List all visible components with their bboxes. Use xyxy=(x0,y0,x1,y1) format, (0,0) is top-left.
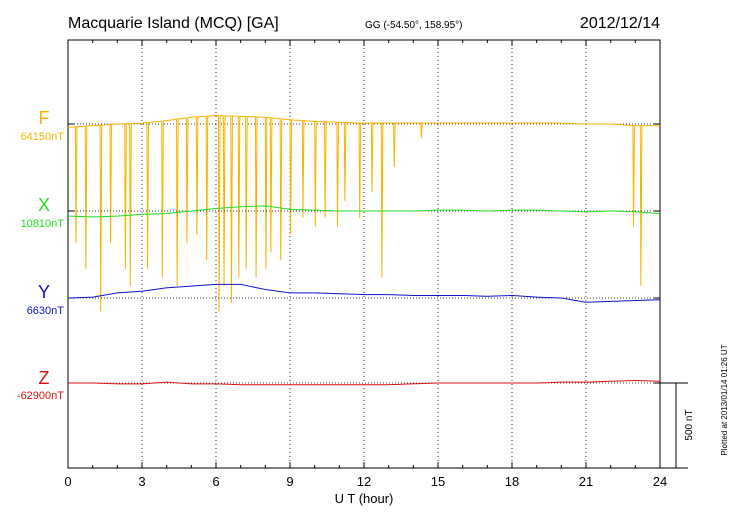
series-name-x: X xyxy=(38,195,50,215)
series-line-f xyxy=(67,115,660,312)
x-tick-label: 9 xyxy=(286,474,293,489)
series-line-x xyxy=(67,205,661,218)
x-tick-label: 24 xyxy=(653,474,667,489)
x-tick-label: 12 xyxy=(357,474,371,489)
series-baseline-f: 64150nT xyxy=(21,131,65,143)
x-tick-label: 0 xyxy=(64,474,71,489)
x-axis-label: U T (hour) xyxy=(335,491,394,506)
x-axis-ticks: 0 3 6 9 12 15 18 21 24 xyxy=(64,40,667,489)
series-name-y: Y xyxy=(38,282,50,302)
series-baseline-x: 10810nT xyxy=(21,218,65,230)
series-line-y xyxy=(67,283,661,303)
series-line-z xyxy=(68,379,661,386)
series-baseline-y: 6630nT xyxy=(27,305,65,317)
x-tick-label: 21 xyxy=(579,474,593,489)
series-name-z: Z xyxy=(39,368,50,388)
series-baseline-z: -62900nT xyxy=(17,390,64,402)
x-tick-label: 18 xyxy=(505,474,519,489)
scale-bar-label: 500 nT xyxy=(684,409,695,440)
station-coordinates: GG (-54.50°, 158.95°) xyxy=(365,20,463,31)
vertical-gridlines xyxy=(141,40,587,468)
x-tick-label: 6 xyxy=(212,474,219,489)
series-layer: F 64150nT X 10810nT Y 6630nT Z -62900nT xyxy=(17,108,661,402)
chart-title: Macquarie Island (MCQ) [GA] xyxy=(68,15,279,32)
chart-date: 2012/12/14 xyxy=(580,15,660,32)
x-tick-label: 3 xyxy=(138,474,145,489)
scale-bar: 500 nT xyxy=(660,382,695,469)
x-tick-label: 15 xyxy=(431,474,445,489)
plotted-timestamp: Plotted at 2013/01/14 01:26 UT xyxy=(720,344,729,455)
series-name-f: F xyxy=(39,108,50,128)
